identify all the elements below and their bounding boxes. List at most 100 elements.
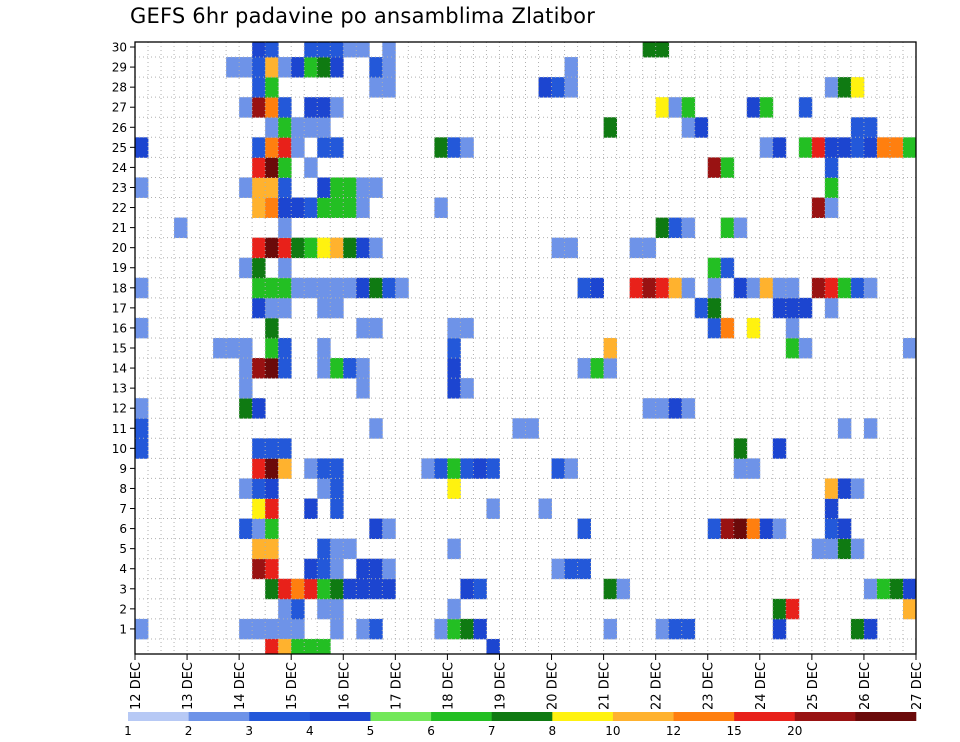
heatmap-cell — [252, 498, 266, 519]
heatmap-cell — [460, 137, 474, 158]
x-tick-label: 15 DEC — [285, 662, 300, 710]
heatmap-cell — [265, 317, 279, 339]
heatmap-cell — [278, 458, 292, 479]
y-tick-label: 28 — [112, 81, 127, 95]
heatmap-cell — [239, 398, 253, 419]
heatmap-cell — [447, 538, 461, 560]
heatmap-cell — [746, 277, 761, 299]
heatmap-cell — [369, 618, 383, 640]
heatmap-cell — [590, 277, 604, 299]
heatmap-cell — [772, 598, 787, 620]
heatmap-cell — [317, 177, 331, 198]
legend-swatch — [128, 712, 189, 721]
heatmap-cell — [278, 337, 292, 359]
heatmap-cell — [369, 57, 383, 78]
heatmap-cell — [473, 578, 487, 600]
heatmap-cell — [785, 297, 800, 319]
heatmap-cell — [369, 237, 383, 259]
heatmap-cell — [642, 237, 657, 259]
heatmap-cell — [863, 618, 878, 640]
y-tick-label: 1 — [119, 622, 127, 636]
heatmap-cell — [252, 277, 266, 299]
heatmap-cell — [239, 57, 253, 78]
legend-label: 5 — [367, 724, 375, 738]
heatmap-cell — [265, 578, 279, 600]
heatmap-cell — [278, 297, 292, 319]
heatmap-cell — [265, 197, 279, 218]
heatmap-cell — [356, 558, 370, 580]
heatmap-cell — [252, 297, 266, 319]
heatmap-cell — [304, 498, 318, 519]
heatmap-cell — [746, 317, 761, 339]
heatmap-cell — [538, 498, 552, 519]
heatmap-cell — [369, 77, 383, 98]
heatmap-cell — [278, 97, 292, 118]
heatmap-cell — [356, 317, 370, 339]
heatmap-cell — [486, 638, 500, 654]
legend-swatch — [309, 712, 371, 721]
heatmap-cell — [252, 458, 266, 479]
heatmap-cell — [382, 57, 396, 78]
heatmap-cell — [694, 297, 709, 319]
heatmap-cell — [824, 277, 839, 299]
heatmap-cell — [798, 97, 813, 118]
heatmap-cell — [252, 97, 266, 118]
heatmap-cell — [213, 337, 227, 359]
heatmap-cell — [564, 458, 578, 479]
heatmap-cell — [759, 277, 774, 299]
heatmap-cell — [889, 137, 904, 158]
heatmap-cell — [811, 137, 826, 158]
y-tick-label: 27 — [112, 101, 127, 115]
heatmap-cell — [252, 157, 266, 178]
heatmap-cell — [252, 57, 266, 78]
heatmap-cell — [317, 97, 331, 118]
heatmap-cell — [265, 478, 279, 499]
x-tick-label: 18 DEC — [441, 662, 456, 710]
heatmap-cell — [577, 518, 591, 540]
y-tick-label: 19 — [112, 261, 127, 275]
heatmap-cell — [707, 518, 722, 540]
heatmap-cell — [265, 498, 279, 519]
heatmap-cell — [356, 578, 370, 600]
heatmap-cell — [447, 337, 461, 359]
x-tick-label: 26 DEC — [858, 662, 873, 710]
heatmap-cell — [278, 217, 292, 239]
heatmap-cell — [811, 538, 826, 560]
heatmap-cell — [668, 398, 683, 419]
heatmap-cell — [577, 277, 591, 299]
heatmap-cell — [655, 217, 670, 239]
heatmap-cell — [317, 57, 331, 78]
heatmap-cell — [278, 578, 292, 600]
heatmap-cell — [265, 57, 279, 78]
heatmap-cell — [681, 217, 696, 239]
heatmap-cell — [278, 358, 292, 379]
heatmap-cell — [668, 97, 683, 118]
heatmap-cell — [304, 57, 318, 78]
heatmap-cell — [551, 77, 565, 98]
heatmap-cell — [902, 578, 916, 600]
heatmap-cell — [265, 358, 279, 379]
heatmap-cell — [252, 257, 266, 279]
heatmap-cell — [369, 558, 383, 580]
legend-swatch — [188, 712, 250, 721]
heatmap-cell — [278, 137, 292, 158]
heatmap-cell — [837, 538, 852, 560]
heatmap-cell — [694, 117, 709, 138]
heatmap-cell — [850, 77, 865, 98]
heatmap-cell — [239, 358, 253, 379]
heatmap-cell — [720, 217, 735, 239]
heatmap-cell — [265, 237, 279, 259]
y-tick-label: 3 — [119, 582, 127, 596]
heatmap-cell — [382, 77, 396, 98]
heatmap-cell — [343, 358, 357, 379]
heatmap-cell — [369, 177, 383, 198]
heatmap-cell — [239, 257, 253, 279]
heatmap-cell — [629, 237, 644, 259]
heatmap-cell — [369, 418, 383, 439]
heatmap-cell — [330, 277, 344, 299]
heatmap-cell — [460, 317, 474, 339]
heatmap-cell — [135, 438, 149, 459]
heatmap-cell — [252, 538, 266, 560]
heatmap-cell — [668, 618, 683, 640]
heatmap-cell — [239, 618, 253, 640]
